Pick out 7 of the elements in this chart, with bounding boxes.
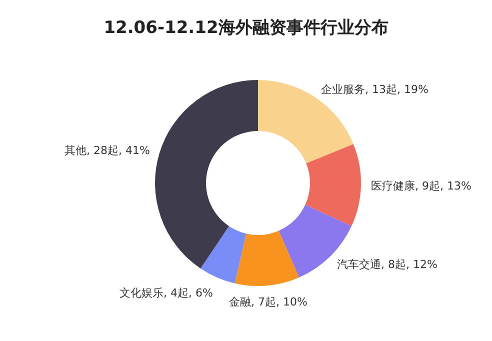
- slice-label: 汽车交通, 8起, 12%: [336, 258, 438, 271]
- slice-label: 其他, 28起, 41%: [64, 144, 150, 158]
- slice-label: 金融, 7起, 10%: [229, 296, 308, 309]
- slice-label: 企业服务, 13起, 19%: [321, 83, 428, 96]
- slice-label: 医疗健康, 9起, 13%: [370, 180, 472, 193]
- chart-title: 12.06-12.12海外融资事件行业分布: [104, 18, 388, 38]
- slice-label: 文化娱乐, 4起, 6%: [120, 286, 213, 300]
